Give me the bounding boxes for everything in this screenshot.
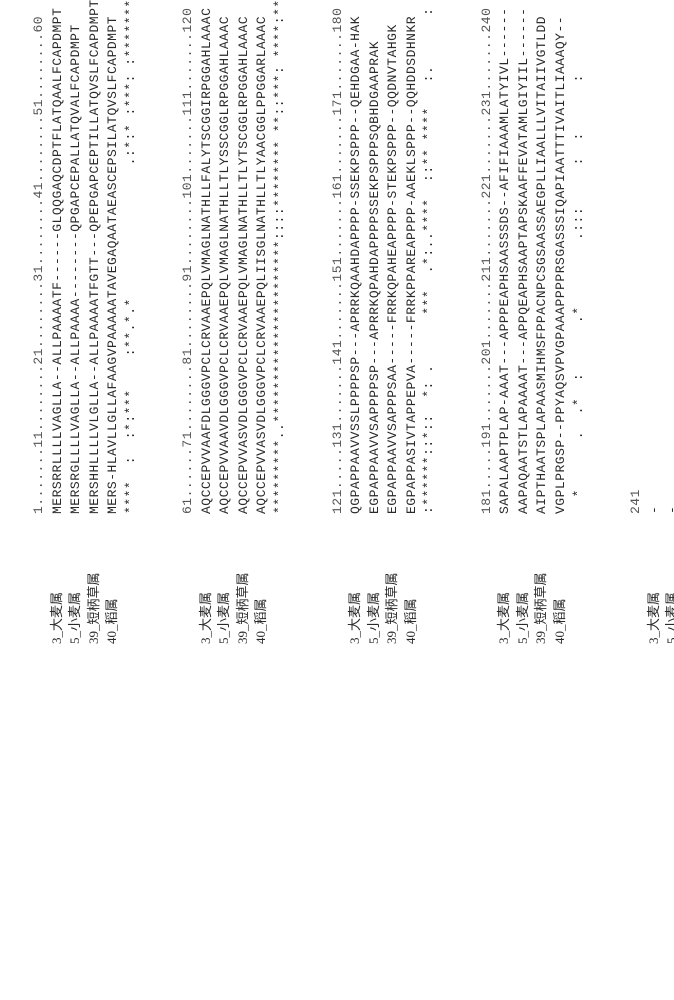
sequence-text: AIPTHAATSPLAPAASMIHMSFPPACNPCSGSAASSAEGP…	[533, 16, 551, 514]
sequence-text: MERSRRLLLLVAGLLA--ALLPAAAATF------GLQQGA…	[49, 8, 67, 514]
species-label: 5_小麦属	[66, 514, 84, 644]
seq-row: 5_小麦属 -	[663, 0, 674, 644]
species-label: 40_稻属	[103, 514, 121, 644]
seq-row: 5_小麦属 MERSRGLLLLVAGLLA--ALLPAAAA--------…	[66, 0, 85, 644]
species-label: 40_稻属	[551, 514, 569, 644]
species-label: 39_短柄草属	[383, 514, 401, 644]
ruler-text: 181.....191.......201.......211.......22…	[478, 8, 496, 514]
species-label: 39_短柄草属	[234, 514, 252, 644]
seq-row: 40_稻属 VGPLPRGSP--PPYAQSVPVGPAAAPPPPRSGAS…	[551, 0, 570, 644]
species-label: 39_短柄草属	[532, 514, 550, 644]
sequence-text: MERSRGLLLLVAGLLA--ALLPAAAA--------QPGAPC…	[67, 24, 85, 514]
ruler-row: 121.....131.......141.......151.......16…	[329, 0, 347, 644]
species-label: 40_稻属	[252, 514, 270, 644]
consensus-text: *********..**********************::::***…	[271, 0, 289, 514]
sequence-text: AQCCEPVVAAFDLGGGVPCLCRVAAEPQLVMAGLNATHLL…	[198, 8, 216, 514]
ruler-row: 241	[627, 0, 645, 644]
sequence-text: VGPLPRGSP--PPYAQSVPVGPAAAPPPPRSGASSSIQAP…	[552, 16, 570, 514]
consensus-row: :******::*:: *: . *** .*:..**** ::** ***…	[420, 0, 438, 644]
seq-row: 3_大麦属 -	[645, 0, 664, 644]
species-label: 40_稻属	[402, 514, 420, 644]
seq-row: 5_小麦属 AQCCEPVVAAVDLGGGVPCLCRVAAEPQLVMAGL…	[215, 0, 234, 644]
ruler-text: 1.......11........21........31........41…	[30, 16, 48, 514]
seq-row: 5_小麦属 AAPAQAATSTLAPAAAAT---APPQEAPHSAAPT…	[514, 0, 533, 644]
seq-row: 5_小麦属 EGPAPPAAVVSAPPPPSP---APRRKQPAHDAPP…	[365, 0, 384, 644]
alignment-block-3: 121.....131.......141.......151.......16…	[329, 0, 438, 644]
ruler-row: 61......71........81........91........10…	[179, 0, 197, 644]
consensus-row: *********..**********************::::***…	[271, 0, 289, 644]
sequence-text: -	[664, 506, 674, 514]
ruler-text: 241	[627, 489, 645, 514]
seq-row: 3_大麦属 AQCCEPVVAAFDLGGGVPCLCRVAAEPQLVMAGL…	[197, 0, 216, 644]
ruler-row: 1.......11........21........31........41…	[30, 0, 48, 644]
seq-row: 40_稻属 AQCCEPVVASVDLGGGVPCLCRVAAEPQLIISGL…	[252, 0, 271, 644]
species-label: 39_短柄草属	[85, 514, 103, 644]
sequence-text: AQCCEPVVASVDLGGGVPCLCRVAAEPQLIISGLNATHLL…	[253, 16, 271, 514]
alignment-block-5: 241 3_大麦属 - 5_小麦属 - 39_短柄草属 K 40_稻属 -	[627, 0, 674, 644]
species-label: 3_大麦属	[495, 514, 513, 644]
sequence-text: MERS-HLAVLLGLLAFAAGVPAAAAATAVEGAQAATAEAS…	[104, 16, 122, 514]
ruler-row: 181.....191.......201.......211.......22…	[478, 0, 496, 644]
consensus-row: * . .* : .* .::: : : :	[570, 0, 588, 644]
seq-row: 40_稻属 EGPAPPASIVTAPPEPVA-----FRRKPPAREAP…	[402, 0, 421, 644]
seq-row: 39_短柄草属 EGPAPPAAVVSAPPPSAA-----FRRKQPAHE…	[383, 0, 402, 644]
species-label: 5_小麦属	[365, 514, 383, 644]
alignment-block-1: 1.......11........21........31........41…	[30, 0, 139, 644]
ruler-text: 61......71........81........91........10…	[179, 8, 197, 514]
consensus-row: **** : :*:*** :**.*.* .:*:* :***: :*****…	[122, 0, 140, 644]
seq-row: 3_大麦属 SAPALAAPTPLAP-AAAT---APPPEAPHSAASS…	[495, 0, 514, 644]
species-label: 3_大麦属	[197, 514, 215, 644]
sequence-text: EGPAPPAAVVSAPPPSAA-----FRRKQPAHEAPPPP-ST…	[384, 24, 402, 514]
sequence-text: -	[646, 506, 664, 514]
seq-row: 3_大麦属 MERSRRLLLLVAGLLA--ALLPAAAATF------…	[48, 0, 67, 644]
species-label: 3_大麦属	[645, 514, 663, 644]
consensus-text: :******::*:: *: . *** .*:..**** ::** ***…	[420, 0, 438, 514]
seq-row: 39_短柄草属 AQCCEPVVASVDLGGGVPCLCRVAAEPQLVMA…	[234, 0, 253, 644]
species-label: 3_大麦属	[346, 514, 364, 644]
sequence-text: AQCCEPVVASVDLGGGVPCLCRVAAEPQLVMAGLNATHLL…	[235, 16, 253, 514]
seq-row: 40_稻属 MERS-HLAVLLGLLAFAAGVPAAAAATAVEGAQA…	[103, 0, 122, 644]
alignment-block-2: 61......71........81........91........10…	[179, 0, 288, 644]
seq-row: 39_短柄草属 MERSHHLLLLVLGLLA--ALLPAAAATFGTT-…	[85, 0, 104, 644]
consensus-text: * . .* : .* .::: : : :	[570, 8, 588, 514]
species-label: 5_小麦属	[215, 514, 233, 644]
sequence-text: SAPALAAPTPLAP-AAAT---APPPEAPHSAASSSDS--A…	[496, 8, 514, 514]
ruler-text: 121.....131.......141.......151.......16…	[329, 8, 347, 514]
species-label: 5_小麦属	[514, 514, 532, 644]
alignment-block-4: 181.....191.......201.......211.......22…	[478, 0, 587, 644]
alignment-page: 1.......11........21........31........41…	[0, 0, 674, 674]
species-label: 3_大麦属	[48, 514, 66, 644]
seq-row: 39_短柄草属 AIPTHAATSPLAPAASMIHMSFPPACNPCSGS…	[532, 0, 551, 644]
seq-row: 3_大麦属 QGPAPPAAVVSSLPPPPSP---APRRKQAAHDAP…	[346, 0, 365, 644]
species-label: 5_小麦属	[663, 514, 674, 644]
sequence-text: QGPAPPAAVVSSLPPPPSP---APRRKQAAHDAPPPP-SS…	[347, 16, 365, 514]
sequence-text: AAPAQAATSTLAPAAAAT---APPQEAPHSAAPTAPSKAA…	[515, 8, 533, 514]
sequence-text: AQCCEPVVAAVDLGGGVPCLCRVAAEPQLVMAGLNATHLL…	[216, 16, 234, 514]
sequence-text: EGPAPPAAVVSAPPPPSP---APRRKQPAHDAPPPPSSEK…	[366, 41, 384, 514]
sequence-text: EGPAPPASIVTAPPEPVA-----FRRKPPAREAPPPP-AA…	[403, 16, 421, 514]
consensus-text: **** : :*:*** :**.*.* .:*:* :***: :*****…	[122, 0, 140, 514]
sequence-text: MERSHHLLLLVLGLLA--ALLPAAAATFGTT---QPEPGA…	[86, 0, 104, 514]
